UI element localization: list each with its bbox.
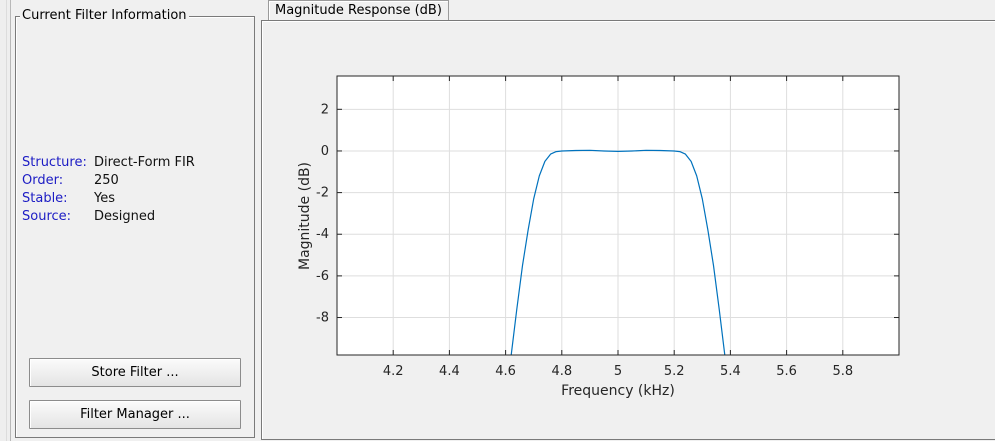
info-row-source: Source: Designed xyxy=(22,208,155,226)
info-value-order: 250 xyxy=(94,173,119,188)
y-tick-label: -2 xyxy=(316,186,329,201)
store-filter-button[interactable]: Store Filter ... xyxy=(29,358,241,387)
x-axis-label: Frequency (kHz) xyxy=(561,383,675,399)
left-edge-strip xyxy=(0,0,11,441)
info-value-stable: Yes xyxy=(94,191,115,206)
current-filter-info-panel: Current Filter Information Structure: Dir… xyxy=(15,8,255,438)
x-tick-label: 4.6 xyxy=(495,364,516,379)
info-key-order: Order: xyxy=(22,173,64,188)
y-tick-label: -6 xyxy=(316,269,329,284)
info-panel-title: Current Filter Information xyxy=(20,8,189,24)
info-row-structure: Structure: Direct-Form FIR xyxy=(22,154,195,172)
series-layer xyxy=(510,149,726,356)
tick-labels: 4.2 4.4 4.6 4.8 5 5.2 5.4 5.6 5.8 2 0 -2 -4 -6 -8 xyxy=(316,102,853,379)
info-value-structure: Direct-Form FIR xyxy=(94,155,195,170)
x-tick-label: 5 xyxy=(614,364,622,379)
x-tick-label: 4.4 xyxy=(439,364,460,379)
filter-manager-button[interactable]: Filter Manager ... xyxy=(29,400,241,429)
tick-marks xyxy=(337,76,899,355)
info-key-structure: Structure: xyxy=(22,155,87,170)
grid-lines xyxy=(337,76,899,355)
y-axis-label: Magnitude (dB) xyxy=(297,162,313,270)
info-row-order: Order: 250 xyxy=(22,172,119,190)
magnitude-response-tab[interactable]: Magnitude Response (dB) xyxy=(268,0,449,20)
magnitude-response-panel xyxy=(261,20,995,440)
info-key-source: Source: xyxy=(22,209,72,224)
magnitude-response-line xyxy=(510,149,726,356)
y-tick-label: -8 xyxy=(316,311,329,326)
y-tick-label: 0 xyxy=(321,144,329,159)
x-tick-label: 5.6 xyxy=(776,364,797,379)
info-row-stable: Stable: Yes xyxy=(22,190,115,208)
x-tick-label: 4.2 xyxy=(383,364,404,379)
x-tick-label: 5.4 xyxy=(720,364,741,379)
y-tick-label: 2 xyxy=(321,102,329,117)
info-key-stable: Stable: xyxy=(22,191,68,206)
y-tick-label: -4 xyxy=(316,227,329,242)
x-tick-label: 4.8 xyxy=(551,364,572,379)
x-tick-label: 5.2 xyxy=(664,364,685,379)
info-value-source: Designed xyxy=(94,209,156,224)
x-tick-label: 5.8 xyxy=(832,364,853,379)
